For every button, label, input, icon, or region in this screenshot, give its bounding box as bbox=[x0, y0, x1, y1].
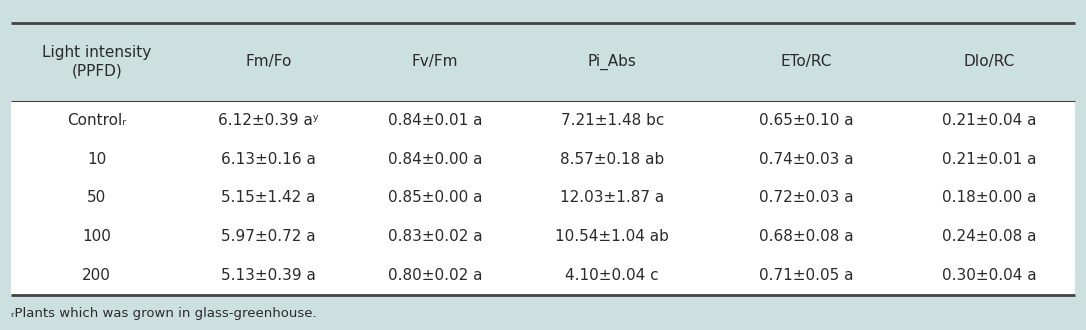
Text: 10: 10 bbox=[87, 151, 106, 167]
Bar bbox=[11, 101, 1075, 295]
Text: 0.21±0.01 a: 0.21±0.01 a bbox=[942, 151, 1036, 167]
Text: Controlᵣ: Controlᵣ bbox=[67, 113, 126, 128]
Text: 0.18±0.00 a: 0.18±0.00 a bbox=[942, 190, 1036, 206]
Text: DIo/RC: DIo/RC bbox=[963, 54, 1014, 69]
Text: Fv/Fm: Fv/Fm bbox=[412, 54, 458, 69]
Text: 0.71±0.05 a: 0.71±0.05 a bbox=[759, 268, 854, 283]
Text: 0.83±0.02 a: 0.83±0.02 a bbox=[388, 229, 482, 245]
Text: 0.21±0.04 a: 0.21±0.04 a bbox=[942, 113, 1036, 128]
Text: 5.15±1.42 a: 5.15±1.42 a bbox=[222, 190, 316, 206]
Text: Fm/Fo: Fm/Fo bbox=[245, 54, 292, 69]
Text: 0.85±0.00 a: 0.85±0.00 a bbox=[388, 190, 482, 206]
Text: 50: 50 bbox=[87, 190, 106, 206]
Text: 0.80±0.02 a: 0.80±0.02 a bbox=[388, 268, 482, 283]
Text: ETo/RC: ETo/RC bbox=[781, 54, 832, 69]
Text: Light intensity
(PPFD): Light intensity (PPFD) bbox=[42, 45, 151, 79]
Bar bbox=[11, 23, 1075, 101]
Text: 0.65±0.10 a: 0.65±0.10 a bbox=[759, 113, 854, 128]
Text: 8.57±0.18 ab: 8.57±0.18 ab bbox=[560, 151, 665, 167]
Text: 4.10±0.04 c: 4.10±0.04 c bbox=[566, 268, 659, 283]
Text: Pi_Abs: Pi_Abs bbox=[588, 54, 636, 70]
Text: 6.12±0.39 aʸ: 6.12±0.39 aʸ bbox=[218, 113, 319, 128]
Text: 0.30±0.04 a: 0.30±0.04 a bbox=[942, 268, 1036, 283]
Text: 6.13±0.16 a: 6.13±0.16 a bbox=[222, 151, 316, 167]
Text: 10.54±1.04 ab: 10.54±1.04 ab bbox=[555, 229, 669, 245]
Text: 100: 100 bbox=[83, 229, 111, 245]
Text: ᵣPlants which was grown in glass-greenhouse.: ᵣPlants which was grown in glass-greenho… bbox=[11, 307, 316, 320]
Text: 12.03±1.87 a: 12.03±1.87 a bbox=[560, 190, 665, 206]
Text: 5.97±0.72 a: 5.97±0.72 a bbox=[222, 229, 316, 245]
Text: 0.84±0.00 a: 0.84±0.00 a bbox=[388, 151, 482, 167]
Text: 0.24±0.08 a: 0.24±0.08 a bbox=[942, 229, 1036, 245]
Text: 200: 200 bbox=[83, 268, 111, 283]
Text: 0.74±0.03 a: 0.74±0.03 a bbox=[759, 151, 854, 167]
Text: 7.21±1.48 bc: 7.21±1.48 bc bbox=[560, 113, 664, 128]
Text: 0.68±0.08 a: 0.68±0.08 a bbox=[759, 229, 854, 245]
Text: 0.72±0.03 a: 0.72±0.03 a bbox=[759, 190, 854, 206]
Text: 0.84±0.01 a: 0.84±0.01 a bbox=[388, 113, 482, 128]
Text: 5.13±0.39 a: 5.13±0.39 a bbox=[222, 268, 316, 283]
